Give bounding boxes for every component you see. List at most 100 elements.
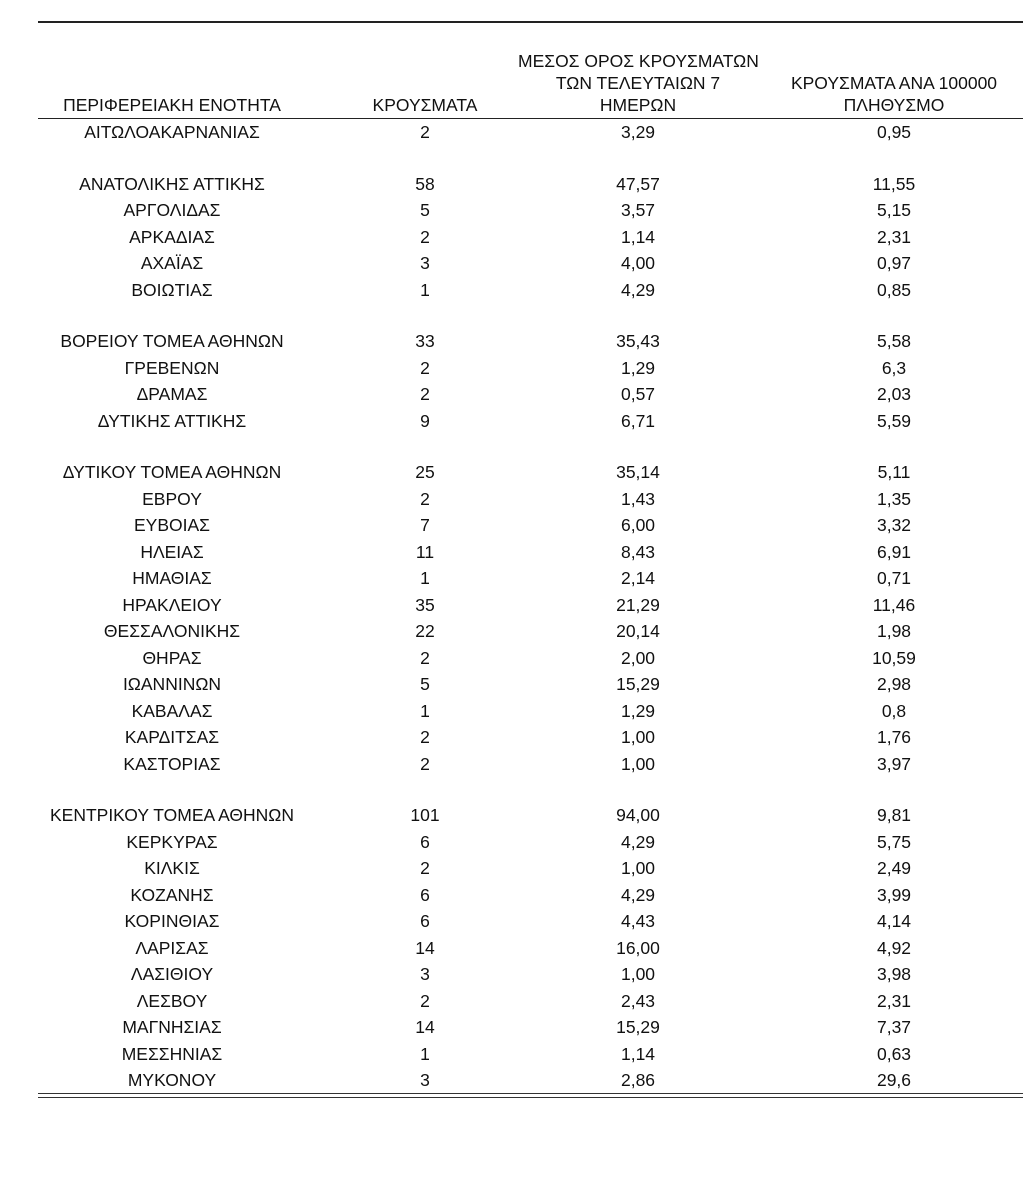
cell-cases: 35: [415, 594, 435, 615]
cell-region: ΚΑΡΔΙΤΣΑΣ: [124, 727, 220, 747]
cell-region: ΚΕΝΤΡΙΚΟΥ ΤΟΜΕΑ ΑΘΗΝΩΝ: [49, 805, 295, 825]
cell-per100k: 2,03: [876, 384, 912, 404]
cell-avg7: 1,43: [620, 488, 656, 509]
cell-cases: 6: [420, 831, 430, 852]
cell-avg7: 15,29: [616, 674, 660, 694]
cell-region: ΛΑΡΙΣΑΣ: [135, 937, 209, 958]
table-row: ΕΥΒΟΙΑΣ 7 6,00 3,32: [38, 512, 1023, 539]
cell-region: ΑΡΚΑΔΙΑΣ: [129, 226, 215, 247]
cell-cases: 6: [420, 884, 430, 905]
cell-avg7: 16,00: [616, 937, 660, 958]
table-row: ΘΕΣΣΑΛΟΝΙΚΗΣ 22 20,14 1,98: [38, 618, 1023, 645]
cell-region: ΕΥΒΟΙΑΣ: [134, 515, 210, 535]
cell-avg7: 4,29: [620, 884, 656, 905]
cell-per100k: 0,95: [876, 122, 912, 142]
cell-per100k: 6,91: [876, 541, 912, 562]
table-row: ΑΡΚΑΔΙΑΣ 2 1,14 2,31: [38, 224, 1023, 251]
cell-per100k: 10,59: [872, 647, 916, 668]
cell-cases: 2: [420, 858, 430, 878]
header-per100k-line-1: ΚΡΟΥΣΜΑΤΑ ΑΝΑ 100000: [790, 73, 998, 93]
cell-region: ΛΕΣΒΟΥ: [136, 990, 208, 1011]
table-row: ΘΗΡΑΣ 2 2,00 10,59: [38, 645, 1023, 672]
cell-cases: 58: [415, 173, 435, 194]
cell-avg7: 6,71: [620, 410, 656, 431]
cell-avg7: 1,00: [620, 858, 656, 878]
cell-cases: 3: [420, 1070, 430, 1090]
table-body: ΑΙΤΩΛΟΑΚΑΡΝΑΝΙΑΣ 2 3,29 0,95 ΑΝΑΤΟΛΙΚΗΣ ΑΤΤΙ…: [38, 119, 1023, 1094]
table-row: ΛΕΣΒΟΥ 2 2,43 2,31: [38, 988, 1023, 1015]
cell-per100k: 0,97: [876, 253, 912, 273]
cell-per100k: 5,11: [877, 462, 911, 482]
cell-region: ΑΙΤΩΛΟΑΚΑΡΝΑΝΙΑΣ: [84, 122, 260, 142]
header-per100k: ΚΡΟΥΣΜΑΤΑ ΑΝΑ 100000 ΠΛΗΘΥΣΜΟ: [770, 72, 1018, 116]
cell-per100k: 0,71: [876, 568, 912, 588]
cell-avg7: 94,00: [616, 805, 660, 825]
cell-region: ΒΟΙΩΤΙΑΣ: [131, 279, 213, 300]
cell-avg7: 1,00: [620, 753, 656, 774]
cell-per100k: 0,85: [876, 279, 912, 300]
cell-cases: 101: [410, 805, 440, 825]
cell-cases: 2: [420, 727, 430, 747]
cell-avg7: 4,29: [620, 831, 656, 852]
cell-cases: 6: [420, 911, 430, 931]
table-row: ΚΕΡΚΥΡΑΣ 6 4,29 5,75: [38, 829, 1023, 856]
cell-region: ΚΑΣΤΟΡΙΑΣ: [123, 753, 221, 774]
cell-avg7: 4,29: [620, 279, 656, 300]
cell-per100k: 3,32: [876, 515, 912, 535]
cell-per100k: 11,46: [872, 594, 916, 615]
cell-avg7: 1,29: [620, 357, 656, 378]
cell-per100k: 6,3: [881, 357, 907, 378]
table-row: ΚΑΒΑΛΑΣ 1 1,29 0,8: [38, 698, 1023, 725]
cell-region: ΚΙΛΚΙΣ: [144, 858, 200, 878]
header-rule: [38, 118, 1023, 119]
cell-region: ΚΟΡΙΝΘΙΑΣ: [124, 911, 220, 931]
cell-region: ΑΝΑΤΟΛΙΚΗΣ ΑΤΤΙΚΗΣ: [79, 173, 265, 194]
cell-region: ΜΕΣΣΗΝΙΑΣ: [121, 1043, 223, 1064]
cell-per100k: 4,14: [876, 911, 912, 931]
cell-cases: 2: [420, 488, 430, 509]
cell-cases: 2: [420, 990, 430, 1011]
cell-region: ΘΕΣΣΑΛΟΝΙΚΗΣ: [103, 621, 241, 641]
cell-avg7: 1,00: [620, 964, 656, 984]
cell-cases: 2: [420, 753, 430, 774]
header-avg7-line-3: ΗΜΕΡΩΝ: [599, 95, 677, 115]
cell-per100k: 29,6: [876, 1070, 912, 1090]
table-row: ΔΡΑΜΑΣ 2 0,57 2,03: [38, 381, 1023, 408]
cell-cases: 2: [420, 122, 430, 142]
table-row: ΗΛΕΙΑΣ 11 8,43 6,91: [38, 539, 1023, 566]
cell-region: ΒΟΡΕΙΟΥ ΤΟΜΕΑ ΑΘΗΝΩΝ: [60, 331, 284, 351]
cell-per100k: 2,49: [876, 858, 912, 878]
cell-per100k: 2,31: [876, 990, 912, 1011]
cell-cases: 7: [420, 515, 430, 535]
table-row: ΜΕΣΣΗΝΙΑΣ 1 1,14 0,63: [38, 1041, 1023, 1068]
cell-avg7: 2,86: [620, 1070, 656, 1090]
cell-avg7: 2,00: [620, 647, 656, 668]
cell-avg7: 1,00: [620, 727, 656, 747]
cell-region: ΗΜΑΘΙΑΣ: [132, 568, 212, 588]
cell-avg7: 2,14: [620, 568, 656, 588]
cell-cases: 25: [415, 462, 435, 482]
cell-region: ΗΛΕΙΑΣ: [140, 541, 204, 562]
table-row: ΔΥΤΙΚΗΣ ΑΤΤΙΚΗΣ 9 6,71 5,59: [38, 408, 1023, 435]
table-row: ΚΕΝΤΡΙΚΟΥ ΤΟΜΕΑ ΑΘΗΝΩΝ 101 94,00 9,81: [38, 802, 1023, 829]
cell-region: ΚΕΡΚΥΡΑΣ: [126, 831, 218, 852]
cell-cases: 14: [415, 1017, 435, 1037]
table-row: ΑΧΑΪΑΣ 3 4,00 0,97: [38, 250, 1023, 277]
cell-cases: 22: [415, 621, 435, 641]
cell-region: ΔΡΑΜΑΣ: [136, 384, 208, 404]
table-row: ΔΥΤΙΚΟΥ ΤΟΜΕΑ ΑΘΗΝΩΝ 25 35,14 5,11: [38, 459, 1023, 486]
header-region: ΠΕΡΙΦΕΡΕΙΑΚΗ ΕΝΟΤΗΤΑ: [38, 94, 306, 116]
header-avg7-line-2: ΤΩΝ ΤΕΛΕΥΤΑΙΩΝ 7: [555, 73, 721, 93]
table-row: ΒΟΡΕΙΟΥ ΤΟΜΕΑ ΑΘΗΝΩΝ 33 35,43 5,58: [38, 328, 1023, 355]
table-row: ΗΡΑΚΛΕΙΟΥ 35 21,29 11,46: [38, 592, 1023, 619]
cell-avg7: 4,43: [620, 911, 656, 931]
cell-avg7: 3,57: [620, 200, 656, 220]
header-avg7: ΜΕΣΟΣ ΟΡΟΣ ΚΡΟΥΣΜΑΤΩΝ ΤΩΝ ΤΕΛΕΥΤΑΙΩΝ 7 Η…: [518, 50, 759, 116]
table-row: ΚΑΡΔΙΤΣΑΣ 2 1,00 1,76: [38, 724, 1023, 751]
cell-cases: 11: [415, 541, 435, 562]
cell-per100k: 1,98: [876, 621, 912, 641]
header-per100k-line-2: ΠΛΗΘΥΣΜΟ: [843, 95, 945, 115]
cell-per100k: 5,15: [876, 200, 912, 220]
cell-per100k: 7,37: [876, 1017, 912, 1037]
header-avg7-line-1: ΜΕΣΟΣ ΟΡΟΣ ΚΡΟΥΣΜΑΤΩΝ: [518, 51, 759, 71]
